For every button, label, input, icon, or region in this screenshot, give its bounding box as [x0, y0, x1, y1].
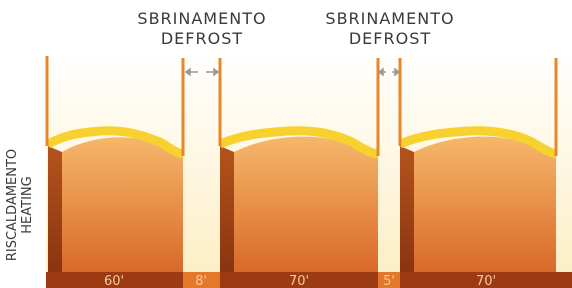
- diagram: SBRINAMENTO DEFROST SBRINAMENTO DEFROST …: [0, 0, 572, 288]
- defrost-label: DEFROST: [349, 29, 431, 48]
- timeline-label: 8': [195, 274, 207, 288]
- timeline-label: 5': [383, 274, 395, 288]
- timeline-label: 60': [104, 274, 124, 288]
- timeline: 60' 8' 70' 5' 70': [46, 272, 572, 288]
- block: [220, 131, 378, 272]
- defrost-label: DEFROST: [161, 29, 243, 48]
- block: [48, 131, 183, 272]
- timeline-label: 70': [289, 274, 309, 288]
- axis-label: RISCALDAMENTO: [5, 149, 20, 261]
- timeline-label: 70': [476, 274, 496, 288]
- defrost-label: SBRINAMENTO: [325, 9, 454, 28]
- block: [400, 131, 556, 272]
- defrost-label: SBRINAMENTO: [137, 9, 266, 28]
- axis-label: HEATING: [20, 176, 35, 233]
